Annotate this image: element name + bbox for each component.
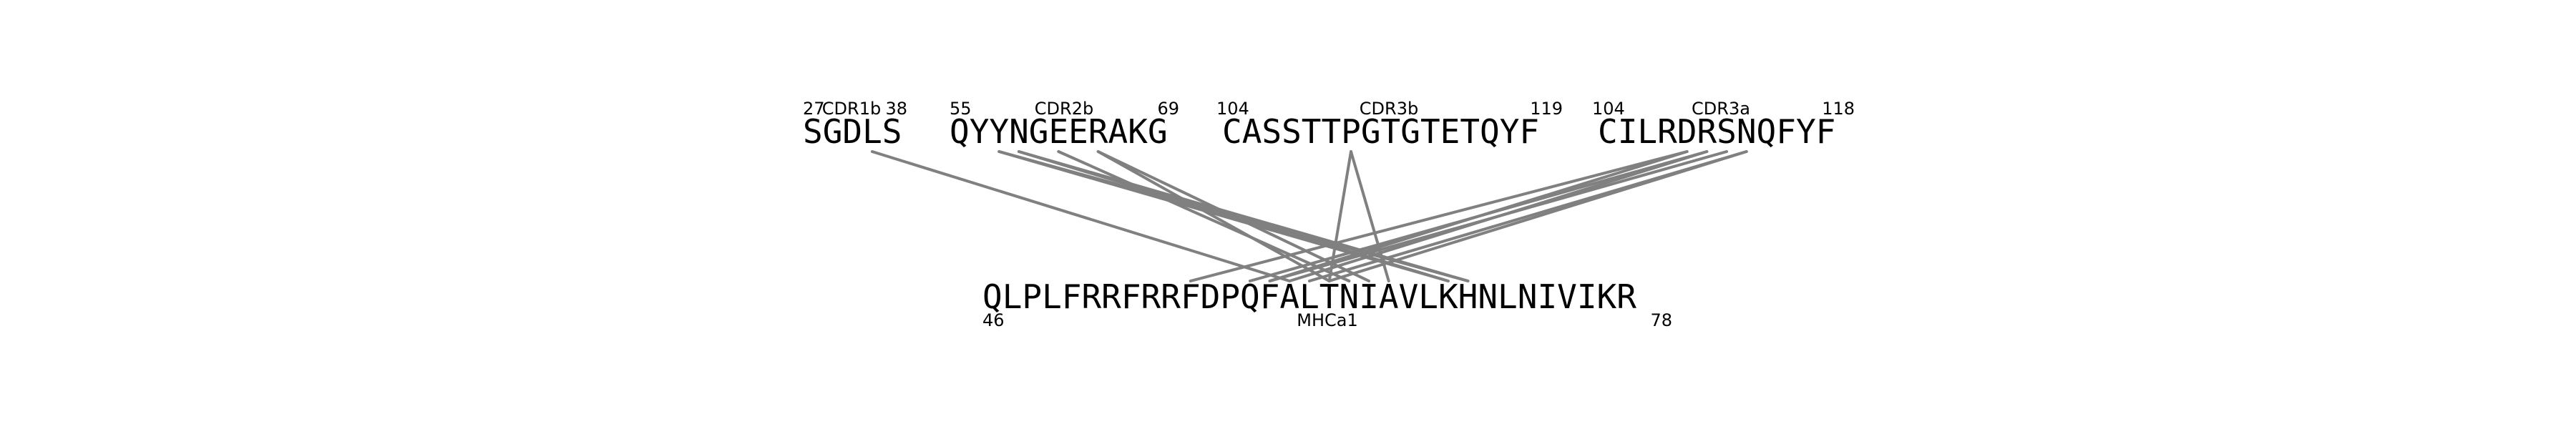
contact-line: [870, 150, 1292, 282]
contact-line: [1268, 150, 1729, 282]
segment-cdr3a-label: CDR3a: [1692, 99, 1750, 119]
segment-cdr1b: 27 CDR1b 38 SGDLS: [803, 99, 907, 151]
segment-cdr3b-start: 104: [1216, 99, 1249, 119]
segment-cdr2b-end: 69: [1157, 99, 1179, 119]
segment-cdr1b-label: CDR1b: [822, 99, 881, 119]
contact-line: [1096, 150, 1331, 282]
contact-line: [1327, 150, 1748, 282]
contact-line: [1248, 150, 1709, 282]
segment-cdr3b-sequence: CASSTTPGTGTETQYF: [1222, 112, 1539, 151]
segment-cdr3a-sequence: CILRDRSNQFYF: [1598, 112, 1835, 151]
peptide-sequence: QLPLFRRFRRFDPQFALTNIAVLKHNLNIVIKR: [982, 277, 1636, 316]
segment-cdr2b: 55 CDR2b 69 QYYNGEERAKG: [950, 99, 1179, 151]
peptide-end: 78: [1650, 310, 1672, 330]
segment-cdr2b-start: 55: [950, 99, 972, 119]
segment-cdr2b-label: CDR2b: [1035, 99, 1093, 119]
segment-cdr3b: 104 CDR3b 119 CASSTTPGTGTETQYF: [1216, 99, 1563, 151]
segment-cdr3a: 104 CDR3a 118 CILRDRSNQFYF: [1592, 99, 1855, 151]
segment-cdr3b-end: 119: [1530, 99, 1563, 119]
peptide-start: 46: [982, 310, 1005, 330]
contact-line: [1327, 150, 1353, 282]
peptide-group: QLPLFRRFRRFDPQFALTNIAVLKHNLNIVIKR 46 MHC…: [982, 277, 1672, 330]
segment-cdr3b-label: CDR3b: [1360, 99, 1418, 119]
contact-line: [1189, 150, 1689, 282]
tcr-segments: 27 CDR1b 38 SGDLS 55 CDR2b 69 QYYNGEERAK…: [803, 99, 1855, 151]
segment-cdr1b-end: 38: [885, 99, 907, 119]
segment-cdr2b-sequence: QYYNGEERAKG: [950, 112, 1168, 151]
contact-lines: [870, 150, 1748, 282]
contact-line: [1017, 150, 1470, 282]
segment-cdr3a-start: 104: [1592, 99, 1625, 119]
segment-cdr3a-end: 118: [1822, 99, 1855, 119]
segment-cdr1b-start: 27: [803, 99, 825, 119]
peptide-label: MHCa1: [1297, 310, 1358, 330]
contact-line: [1057, 150, 1351, 282]
segment-cdr1b-sequence: SGDLS: [803, 112, 902, 151]
